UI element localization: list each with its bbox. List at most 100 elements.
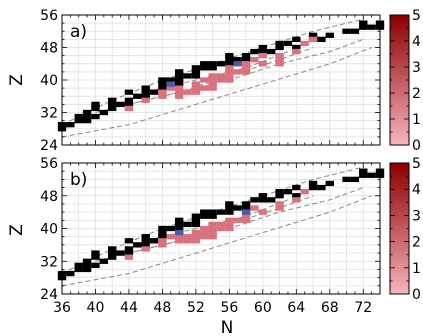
data-point-known bbox=[141, 85, 150, 91]
data-point-known bbox=[208, 213, 217, 219]
data-point-predicted bbox=[208, 85, 217, 91]
data-point-known bbox=[292, 36, 301, 43]
data-point-predicted bbox=[200, 77, 209, 83]
data-point-known bbox=[74, 266, 83, 273]
data-point-known bbox=[133, 93, 142, 99]
data-point-predicted bbox=[166, 234, 175, 240]
data-point-predicted bbox=[241, 65, 251, 71]
data-point-known bbox=[200, 209, 209, 215]
data-point-known bbox=[91, 105, 100, 112]
y-tick-label: 56 bbox=[40, 8, 58, 24]
panel-a: 24 32 40 48 56 a) 0 1 2 3 4 5 bbox=[40, 8, 421, 154]
data-point-predicted bbox=[208, 73, 217, 79]
data-point-known bbox=[124, 101, 134, 108]
y-tick-label: 48 bbox=[40, 41, 58, 57]
data-point-known bbox=[141, 242, 150, 248]
data-point-known bbox=[208, 209, 217, 215]
boundary-curve bbox=[61, 47, 372, 138]
data-point-known bbox=[124, 238, 134, 244]
colorbar-b bbox=[389, 162, 410, 295]
data-point-known bbox=[241, 57, 251, 63]
data-point-known bbox=[275, 40, 284, 47]
data-point-known bbox=[191, 221, 201, 228]
data-point-predicted bbox=[191, 238, 201, 244]
data-point-known bbox=[99, 109, 109, 116]
data-point-predicted bbox=[258, 61, 268, 67]
data-point-known bbox=[283, 188, 293, 195]
data-point-known bbox=[283, 40, 293, 47]
data-point-predicted bbox=[292, 48, 301, 55]
data-point-predicted bbox=[216, 221, 226, 228]
data-point-known bbox=[174, 225, 184, 232]
data-point-known bbox=[82, 117, 92, 124]
data-point-predicted bbox=[208, 225, 217, 232]
data-point-predicted bbox=[183, 238, 192, 244]
data-point-known bbox=[108, 246, 117, 252]
data-point-predicted bbox=[292, 197, 301, 203]
data-point-predicted bbox=[216, 225, 226, 232]
x-tick-label: 60 bbox=[254, 300, 272, 316]
data-point-predicted bbox=[158, 238, 167, 244]
data-point-known bbox=[225, 201, 234, 207]
data-point-predicted bbox=[191, 85, 201, 91]
colorbar-tick-label: 5 bbox=[412, 8, 421, 24]
data-point-known bbox=[66, 122, 75, 128]
data-point-known bbox=[174, 73, 184, 79]
data-point-known bbox=[275, 44, 284, 51]
data-point-known bbox=[91, 113, 100, 120]
data-point-predicted bbox=[208, 77, 217, 83]
data-point-predicted bbox=[191, 81, 201, 87]
data-point-known bbox=[158, 77, 167, 83]
data-point-known bbox=[191, 69, 201, 75]
data-point-predicted bbox=[250, 57, 259, 63]
data-point-known bbox=[91, 262, 100, 269]
data-point-predicted bbox=[233, 217, 242, 223]
y-tick-label: 24 bbox=[40, 287, 58, 303]
data-point-predicted bbox=[174, 85, 184, 91]
data-point-highlight bbox=[241, 209, 251, 215]
data-point-predicted bbox=[216, 73, 226, 79]
data-point-predicted bbox=[275, 61, 284, 67]
data-point-known bbox=[308, 180, 318, 187]
data-point-known bbox=[342, 176, 351, 183]
data-point-known bbox=[275, 193, 284, 199]
data-point-predicted bbox=[158, 93, 167, 99]
data-point-predicted bbox=[225, 221, 234, 228]
data-point-known bbox=[359, 172, 368, 178]
colorbar-tick-label: 0 bbox=[412, 287, 421, 303]
colorbar-tick-label: 1 bbox=[412, 261, 421, 277]
data-point-known bbox=[225, 61, 234, 67]
data-point-known bbox=[292, 184, 301, 191]
data-point-predicted bbox=[225, 73, 234, 79]
x-tick-label: 72 bbox=[354, 300, 372, 316]
data-point-known bbox=[108, 101, 117, 108]
x-tick-label: 52 bbox=[187, 300, 205, 316]
data-point-predicted bbox=[208, 234, 217, 240]
data-point-known bbox=[158, 234, 167, 240]
data-point-known bbox=[342, 28, 351, 34]
data-point-known bbox=[200, 61, 209, 67]
data-point-known bbox=[174, 77, 184, 83]
x-tick-label: 36 bbox=[53, 300, 71, 316]
data-point-predicted bbox=[200, 225, 209, 232]
data-point-known bbox=[174, 217, 184, 223]
x-tick-label: 64 bbox=[287, 300, 305, 316]
data-point-highlight bbox=[174, 229, 184, 236]
data-point-predicted bbox=[208, 229, 217, 236]
data-point-predicted bbox=[191, 234, 201, 240]
data-point-known bbox=[367, 24, 376, 30]
data-point-known bbox=[250, 197, 259, 203]
data-point-known bbox=[317, 36, 326, 43]
y-axis-title-a: Z bbox=[7, 74, 27, 86]
data-point-predicted bbox=[191, 229, 201, 236]
data-point-predicted bbox=[158, 242, 167, 248]
panel-b: 24 32 40 48 56 36 40 44 48 52 56 60 64 68 72 b) 0 1 2 3 4 5 bbox=[40, 156, 421, 316]
data-point-predicted bbox=[183, 234, 192, 240]
data-point-predicted bbox=[308, 36, 318, 43]
data-point-known bbox=[174, 81, 184, 87]
y-tick-label: 32 bbox=[40, 106, 58, 122]
panel-label-b: b) bbox=[70, 170, 87, 190]
y-axis-title-b: Z bbox=[7, 224, 27, 236]
colorbar-tick-label: 4 bbox=[412, 182, 421, 198]
data-point-known bbox=[359, 168, 368, 174]
